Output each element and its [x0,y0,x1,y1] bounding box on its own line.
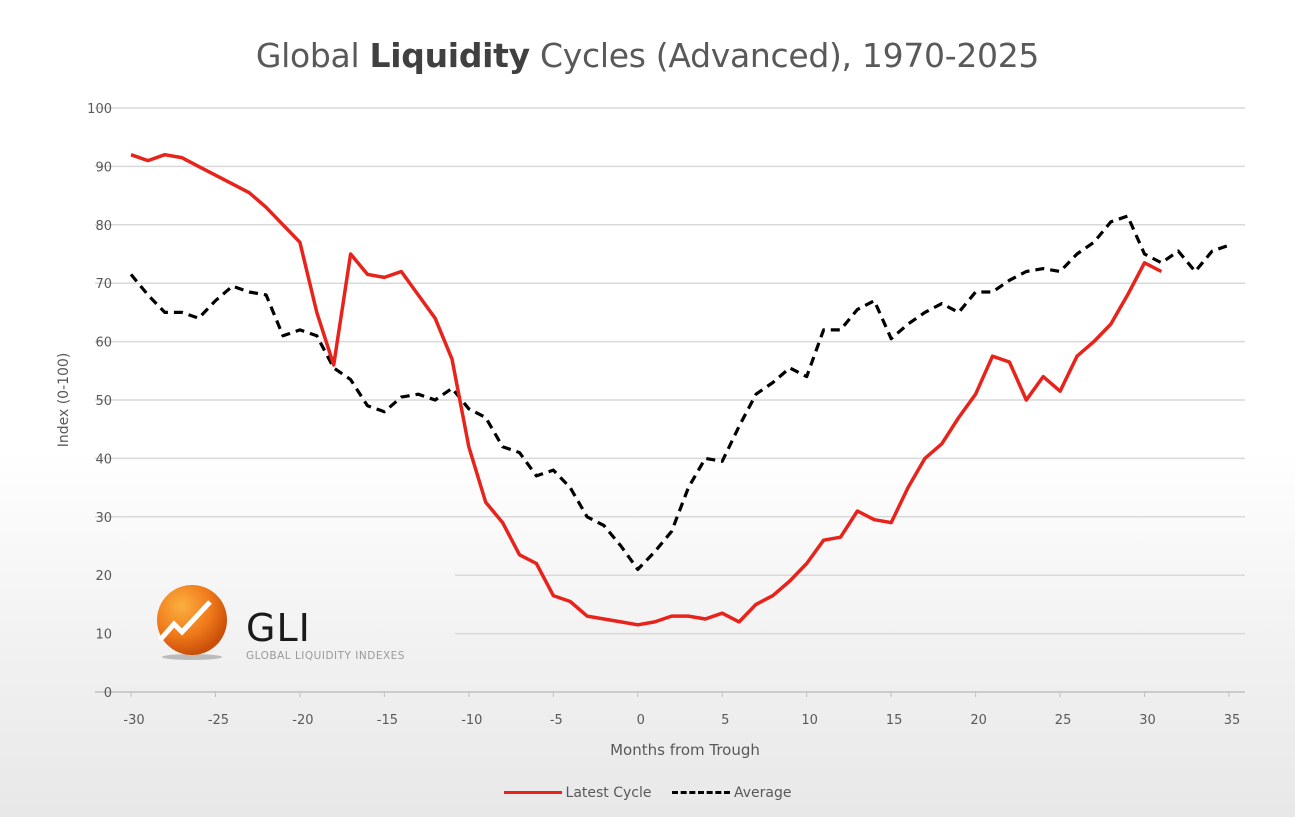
logo-tagline: GLOBAL LIQUIDITY INDEXES [246,650,405,662]
x-tick-label: 35 [1224,713,1241,728]
legend: Latest Cycle Average [0,782,1295,801]
y-tick-label: 90 [95,160,112,175]
y-axis-label: Index (0-100) [56,353,72,448]
x-tick-label: 30 [1139,713,1156,728]
series-line-latest-cycle [130,152,1163,627]
x-tick-label: 5 [721,713,729,728]
y-tick-label: 80 [95,219,112,234]
x-tick-label: -15 [377,713,398,728]
x-tick-label: -10 [461,713,482,728]
x-tick-label: 20 [970,713,987,728]
x-tick-label: 10 [801,713,818,728]
x-tick-label: -20 [292,713,313,728]
y-tick-label: 0 [104,686,112,701]
x-tick-labels: -30 -25 -20 -15 -10 -5 0 5 10 15 20 25 30 35 [123,692,1240,728]
x-axis-label: Months from Trough [610,741,760,759]
title-suffix: Cycles (Advanced), 1970-2025 [529,36,1040,75]
x-tick-label: -30 [123,713,144,728]
gridlines [95,107,1245,693]
series-line-average [129,214,1230,572]
chart-title: Global Liquidity Cycles (Advanced), 1970… [0,36,1295,75]
y-tick-label: 70 [95,277,112,292]
gli-logo: GLI GLOBAL LIQUIDITY INDEXES [152,584,452,664]
legend-label: Latest Cycle [565,784,652,801]
x-tick-label: 0 [637,713,645,728]
x-tick-label: 25 [1055,713,1072,728]
y-tick-label: 20 [95,569,112,584]
logo-name: GLI [246,606,311,650]
y-tick-label: 40 [95,452,112,467]
y-tick-labels: 0 10 20 30 40 50 60 70 80 90 100 [87,102,112,701]
x-tick-label: 15 [886,713,903,728]
y-tick-label: 50 [95,394,112,409]
y-tick-label: 30 [95,511,112,526]
y-tick-label: 100 [87,102,112,117]
y-tick-label: 10 [95,628,112,643]
y-tick-label: 60 [95,336,112,351]
legend-item-latest-cycle: Latest Cycle [503,784,652,801]
x-tick-label: -25 [208,713,229,728]
title-prefix: Global [255,36,370,75]
title-bold: Liquidity [369,36,531,75]
legend-item-average: Average [671,784,792,801]
legend-label: Average [733,784,792,801]
series-lines [129,152,1230,627]
logo-sphere-icon [157,585,227,660]
x-tick-label: -5 [550,713,563,728]
